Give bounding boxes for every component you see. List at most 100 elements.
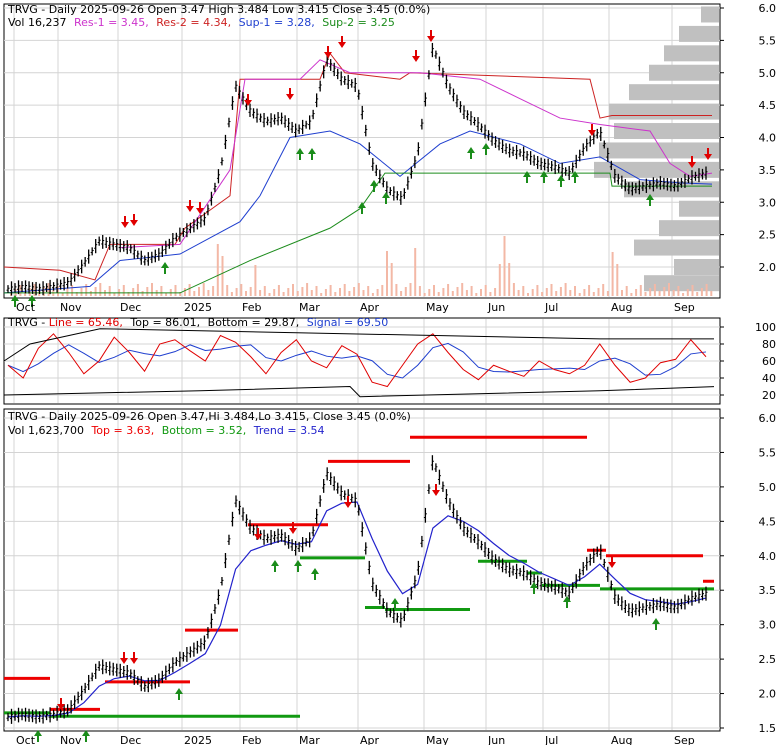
- trend-up-arrow: [271, 560, 279, 572]
- volume-bar: [235, 288, 238, 296]
- volume-profile-bar: [594, 161, 719, 178]
- volume-bar: [202, 283, 205, 296]
- volume-bar: [273, 289, 276, 296]
- volume-bar: [635, 289, 638, 296]
- trend-y-tick-label: 4.5: [759, 515, 777, 528]
- price-up-arrow: [370, 180, 378, 192]
- volume-bar: [447, 284, 450, 296]
- price-x-label: Mar: [299, 301, 320, 314]
- volume-bar: [517, 290, 520, 296]
- trend-panel: TRVG - Daily 2025-09-26 Open 3.47,Hi 3.4…: [3, 408, 777, 745]
- price-y-tick-label: 6.0: [759, 2, 777, 15]
- volume-bar: [691, 285, 694, 296]
- volume-bar: [85, 284, 88, 296]
- osc-y-tick-label: 80: [762, 338, 776, 351]
- volume-bar: [423, 293, 426, 296]
- volume-bar: [282, 292, 285, 296]
- trend-up-arrow: [311, 568, 319, 580]
- price-down-arrow: [338, 36, 346, 48]
- price-y-tick-label: 3.5: [759, 164, 777, 177]
- price-y-tick-label: 2.0: [759, 261, 777, 274]
- volume-bar: [559, 287, 562, 296]
- volume-bar: [536, 285, 539, 296]
- volume-bar: [240, 284, 243, 296]
- trend-x-axis: Oct Nov Dec 2025 Feb Mar Apr May Jun Jul Aug Sep: [16, 734, 695, 745]
- volume-bar: [527, 293, 529, 296]
- volume-bar: [663, 287, 666, 296]
- price-up-arrow: [571, 171, 579, 183]
- volume-profile-bar: [679, 200, 719, 217]
- volume-bar: [141, 291, 144, 296]
- volume-bar: [113, 293, 116, 296]
- trend-x-label: Mar: [299, 734, 320, 745]
- price-y-tick-label: 3.0: [759, 196, 777, 209]
- volume-bar: [494, 288, 497, 296]
- volume-bar: [428, 289, 431, 296]
- volume-bar: [268, 293, 271, 296]
- price-panel-legend: TRVG - Daily 2025-09-26 Open 3.47 High 3…: [7, 3, 430, 16]
- volume-bar: [348, 291, 351, 296]
- volume-bar: [122, 285, 125, 296]
- price-up-arrow: [540, 171, 548, 183]
- price-x-label: May: [426, 301, 449, 314]
- trend-x-label: Jun: [487, 734, 505, 745]
- volume-bar: [249, 287, 252, 296]
- trend-y-tick-label: 3.5: [759, 584, 777, 597]
- trend-y-tick-label: 3.0: [759, 619, 777, 632]
- volume-bar: [371, 293, 374, 296]
- price-down-arrow: [130, 214, 138, 226]
- volume-bar: [644, 292, 647, 296]
- volume-bar: [207, 290, 210, 296]
- volume-bar: [611, 252, 614, 296]
- volume-bar: [357, 283, 360, 296]
- volume-profile-bar: [649, 64, 719, 81]
- volume-profile-bar: [599, 142, 719, 159]
- price-up-arrow: [28, 295, 36, 307]
- volume-bar: [146, 287, 149, 296]
- price-y-tick-label: 5.5: [759, 34, 777, 47]
- volume-bar: [89, 291, 92, 296]
- trend-y-tick-label: 6.0: [759, 412, 777, 425]
- trend-y-tick-label: 5.0: [759, 481, 777, 494]
- price-down-arrow: [196, 202, 204, 214]
- volume-bar: [480, 289, 482, 296]
- trend-down-arrow: [254, 528, 262, 540]
- price-y-tick-label: 5.0: [759, 67, 777, 80]
- volume-bar: [315, 286, 318, 296]
- volume-bar: [42, 287, 45, 296]
- oscillator-legend: TRVG - Line = 65.46, Top = 86.01, Bottom…: [7, 316, 388, 329]
- price-up-arrow: [523, 171, 531, 183]
- price-up-arrow: [557, 175, 565, 187]
- volume-bar: [437, 292, 440, 296]
- volume-bar: [19, 285, 22, 296]
- trend-up-arrow: [563, 596, 571, 608]
- price-down-arrow: [286, 88, 294, 100]
- volume-bar: [592, 292, 595, 296]
- volume-bar: [574, 286, 576, 296]
- price-x-label: Jul: [544, 301, 558, 314]
- osc-y-tick-label: 40: [762, 372, 776, 385]
- volume-bar: [24, 292, 27, 296]
- volume-bar: [259, 290, 262, 296]
- trend-y-tick-label: 2.0: [759, 688, 777, 701]
- trend-x-label: Nov: [60, 734, 82, 745]
- volume-bar: [555, 291, 558, 296]
- trend-up-arrow: [34, 730, 42, 742]
- signal-line: [7, 342, 707, 379]
- volume-bar: [602, 284, 605, 296]
- volume-bar: [465, 290, 468, 296]
- volume-bar: [71, 285, 74, 296]
- stochastic-line: [7, 333, 707, 388]
- trend-y-tick-label: 1.5: [759, 722, 777, 735]
- trend-x-label: Apr: [360, 734, 380, 745]
- price-x-label: Jun: [487, 301, 505, 314]
- volume-bar: [710, 291, 713, 296]
- price-down-arrow: [412, 50, 420, 62]
- trend-signal-arrows: [34, 484, 660, 742]
- volume-bar: [541, 292, 544, 296]
- price-down-arrow: [688, 156, 696, 168]
- volume-bar: [376, 289, 379, 296]
- volume-bar: [183, 288, 186, 296]
- volume-bar: [310, 290, 313, 296]
- price-up-arrow: [358, 202, 366, 214]
